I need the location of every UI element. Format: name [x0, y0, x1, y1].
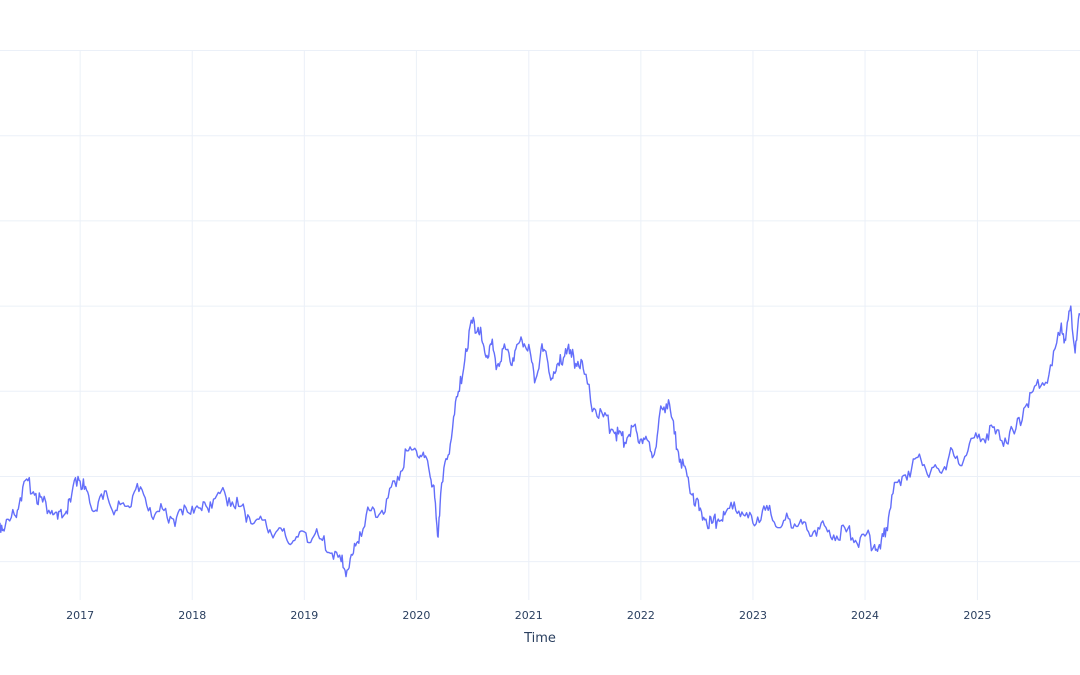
x-tick-label: 2024: [851, 609, 879, 622]
x-tick-label: 2021: [515, 609, 543, 622]
x-tick-label: 2020: [402, 609, 430, 622]
x-axis-ticks: 2017 2018 2019 2020 2021 2022 2023 2024 2025: [66, 609, 991, 622]
x-tick-label: 2022: [627, 609, 655, 622]
x-tick-label: 2023: [739, 609, 767, 622]
x-tick-label: 2018: [178, 609, 206, 622]
x-tick-label: 2017: [66, 609, 94, 622]
series-layer: [0, 305, 1080, 578]
x-tick-label: 2025: [963, 609, 991, 622]
x-tick-label: 2019: [290, 609, 318, 622]
horizontal-gridlines: [0, 50, 1080, 563]
x-axis-title: Time: [523, 631, 556, 646]
vertical-gridlines: [79, 50, 978, 600]
series-line: [0, 305, 1080, 578]
